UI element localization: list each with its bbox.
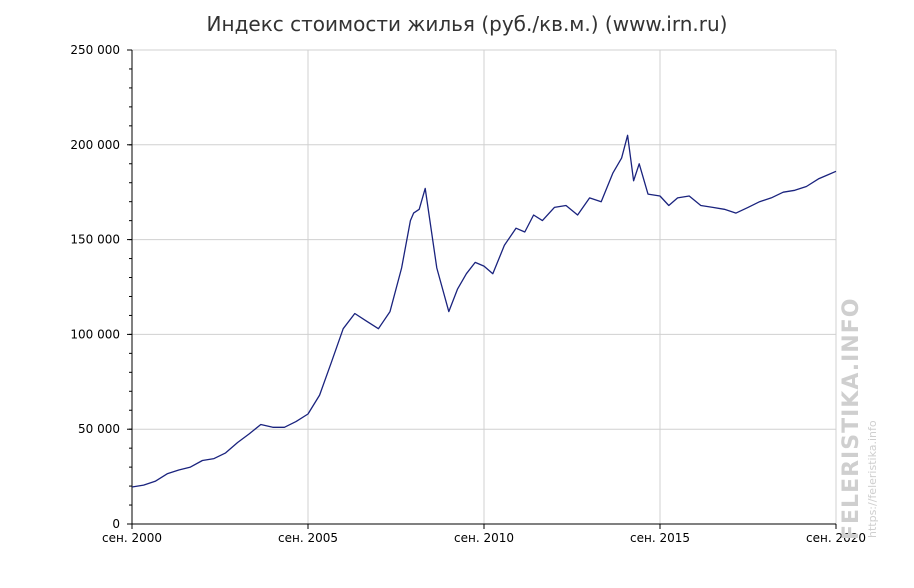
series-line xyxy=(131,134,837,488)
y-tick-label: 50 000 xyxy=(78,422,120,436)
series xyxy=(131,134,837,488)
x-tick-label: сен. 2000 xyxy=(102,531,162,545)
x-tick-label: сен. 2010 xyxy=(454,531,514,545)
x-tick-label: сен. 2015 xyxy=(630,531,690,545)
grid xyxy=(132,49,837,524)
watermark-sub: https://feleristika.info xyxy=(866,420,879,538)
chart-title: Индекс стоимости жилья (руб./кв.м.) (www… xyxy=(207,12,728,36)
y-tick-label: 150 000 xyxy=(70,233,120,247)
tick-labels: 0 50 000 100 000 150 000 200 000 250 000 сен. … xyxy=(70,43,866,545)
watermark-main: FELERISTIKA.INFO xyxy=(839,298,864,540)
watermark: FELERISTIKA.INFO https://feleristika.inf… xyxy=(839,298,879,540)
y-tick-label: 200 000 xyxy=(70,138,120,152)
y-tick-label: 100 000 xyxy=(70,327,120,341)
axes xyxy=(127,49,837,529)
x-tick-label: сен. 2005 xyxy=(278,531,338,545)
y-tick-label: 0 xyxy=(112,517,120,531)
y-tick-label: 250 000 xyxy=(70,43,120,57)
x-tick-label: сен. 2020 xyxy=(806,531,866,545)
